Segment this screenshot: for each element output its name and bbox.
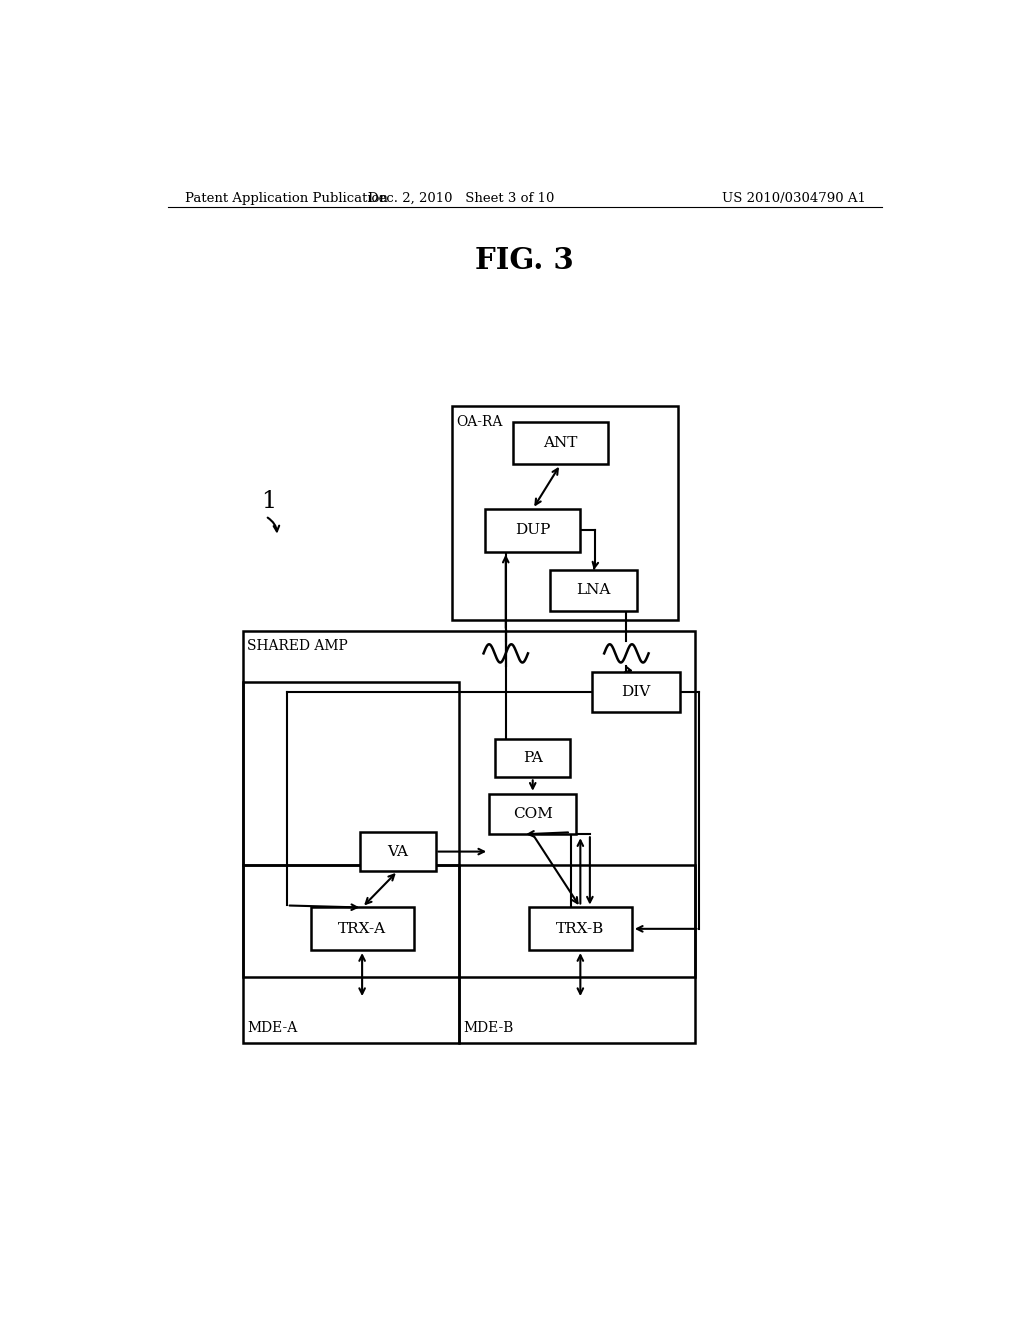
Text: US 2010/0304790 A1: US 2010/0304790 A1 (722, 191, 866, 205)
Text: OA-RA: OA-RA (456, 414, 502, 429)
Text: VA: VA (387, 845, 409, 858)
Text: ANT: ANT (544, 436, 578, 450)
Bar (495, 739, 570, 777)
Text: LNA: LNA (577, 583, 611, 598)
Bar (243, 682, 459, 865)
Text: PA: PA (523, 751, 543, 766)
Text: MDE-A: MDE-A (247, 1020, 297, 1035)
Text: TRX-B: TRX-B (556, 921, 604, 936)
Bar (485, 510, 581, 552)
Text: MDE-B: MDE-B (463, 1020, 513, 1035)
Text: COM: COM (513, 807, 553, 821)
Text: DIV: DIV (622, 685, 650, 700)
Text: Dec. 2, 2010   Sheet 3 of 10: Dec. 2, 2010 Sheet 3 of 10 (368, 191, 555, 205)
Bar (459, 865, 695, 1043)
Bar (513, 421, 608, 465)
Text: SHARED AMP: SHARED AMP (247, 639, 348, 653)
Bar (489, 793, 577, 834)
Text: TRX-A: TRX-A (338, 921, 386, 936)
Bar (452, 407, 678, 620)
Bar (550, 570, 638, 611)
Bar (243, 865, 459, 1043)
Text: Patent Application Publication: Patent Application Publication (185, 191, 388, 205)
Text: 1: 1 (261, 490, 276, 513)
Bar (310, 907, 414, 950)
Bar (243, 631, 695, 977)
Bar (528, 907, 632, 950)
Bar (360, 833, 435, 871)
Text: FIG. 3: FIG. 3 (475, 246, 574, 275)
Text: DUP: DUP (515, 524, 551, 537)
Bar (592, 672, 680, 713)
